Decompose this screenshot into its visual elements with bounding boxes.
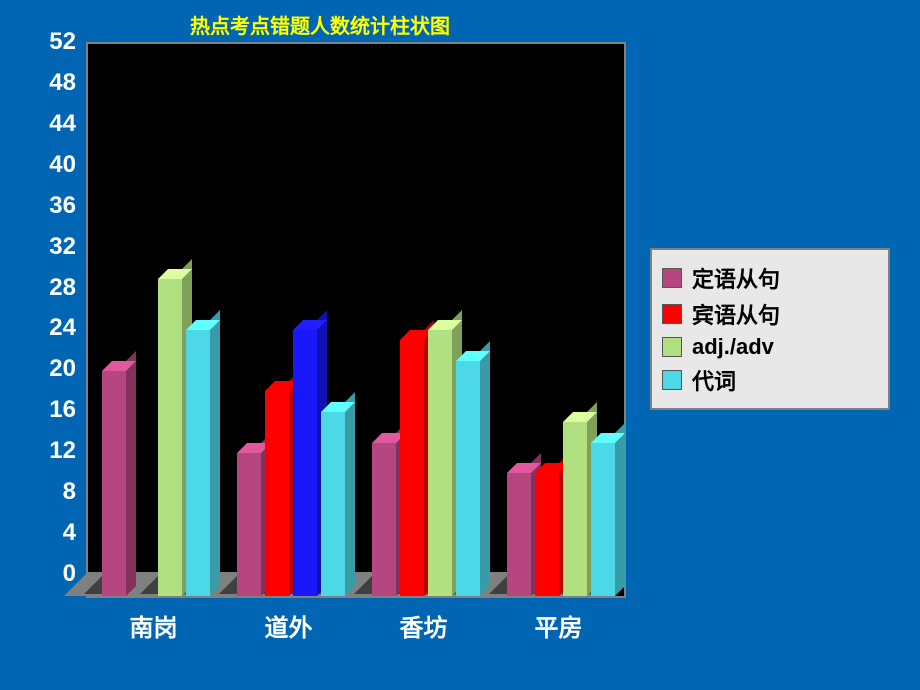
y-tick-label: 24	[30, 314, 76, 342]
bar	[456, 361, 480, 596]
y-tick-label: 44	[30, 110, 76, 138]
bar	[102, 371, 126, 596]
bar-front	[102, 371, 126, 596]
bar-side	[210, 310, 220, 596]
bar	[507, 473, 531, 596]
y-tick-label: 40	[30, 151, 76, 179]
bar-front	[293, 330, 317, 596]
bar-front	[372, 443, 396, 596]
bar-front	[265, 391, 289, 596]
chart-title: 热点考点错题人数统计柱状图	[190, 10, 450, 39]
bar	[372, 443, 396, 596]
y-axis-ticks: 0481216202428323640444852	[30, 42, 82, 598]
bar	[591, 443, 615, 596]
bar-side	[480, 341, 490, 596]
y-tick-label: 4	[30, 519, 76, 547]
legend-label: 定语从句	[692, 262, 780, 294]
bar	[321, 412, 345, 596]
bar	[293, 330, 317, 596]
y-tick-label: 20	[30, 355, 76, 383]
y-tick-label: 28	[30, 274, 76, 302]
bar-front	[400, 340, 424, 596]
bar-front	[321, 412, 345, 596]
bar-front	[237, 453, 261, 596]
bar	[400, 340, 424, 596]
chart-area: 0481216202428323640444852 南岗道外香坊平房	[30, 42, 630, 642]
bar	[535, 473, 559, 596]
y-tick-label: 32	[30, 233, 76, 261]
y-tick-label: 52	[30, 28, 76, 56]
legend-label: 宾语从句	[692, 298, 780, 330]
bar	[428, 330, 452, 596]
bar-front	[158, 279, 182, 596]
x-category-label: 平房	[535, 608, 583, 643]
legend-swatch	[662, 304, 682, 324]
bar-side	[345, 392, 355, 596]
bar-front	[535, 473, 559, 596]
bar	[186, 330, 210, 596]
x-axis-labels: 南岗 道外 香坊 平房	[86, 602, 626, 642]
y-tick-label: 12	[30, 437, 76, 465]
legend-item: 代词	[662, 364, 878, 396]
bar	[158, 279, 182, 596]
bar-front	[563, 422, 587, 596]
x-category-label: 香坊	[400, 608, 448, 643]
bar-front	[186, 330, 210, 596]
bar	[265, 391, 289, 596]
legend: 定语从句宾语从句 adj./adv 代词	[650, 248, 890, 410]
bar-front	[507, 473, 531, 596]
legend-swatch	[662, 370, 682, 390]
legend-label: adj./adv	[692, 334, 774, 360]
legend-swatch	[662, 268, 682, 288]
legend-swatch	[662, 337, 682, 357]
plot-area	[86, 42, 626, 598]
legend-label: 代词	[692, 364, 736, 396]
y-tick-label: 16	[30, 396, 76, 424]
bar-front	[456, 361, 480, 596]
bar-side	[615, 423, 625, 596]
bar-front	[428, 330, 452, 596]
bar-front	[591, 443, 615, 596]
legend-item: 定语从句	[662, 262, 878, 294]
bar	[237, 453, 261, 596]
y-tick-label: 48	[30, 69, 76, 97]
bar	[563, 422, 587, 596]
y-tick-label: 36	[30, 192, 76, 220]
bar-side	[126, 351, 136, 596]
legend-item: adj./adv	[662, 334, 878, 360]
y-tick-label: 8	[30, 478, 76, 506]
x-category-label: 南岗	[130, 608, 178, 643]
legend-item: 宾语从句	[662, 298, 878, 330]
x-category-label: 道外	[265, 608, 313, 643]
y-tick-label: 0	[30, 560, 76, 588]
